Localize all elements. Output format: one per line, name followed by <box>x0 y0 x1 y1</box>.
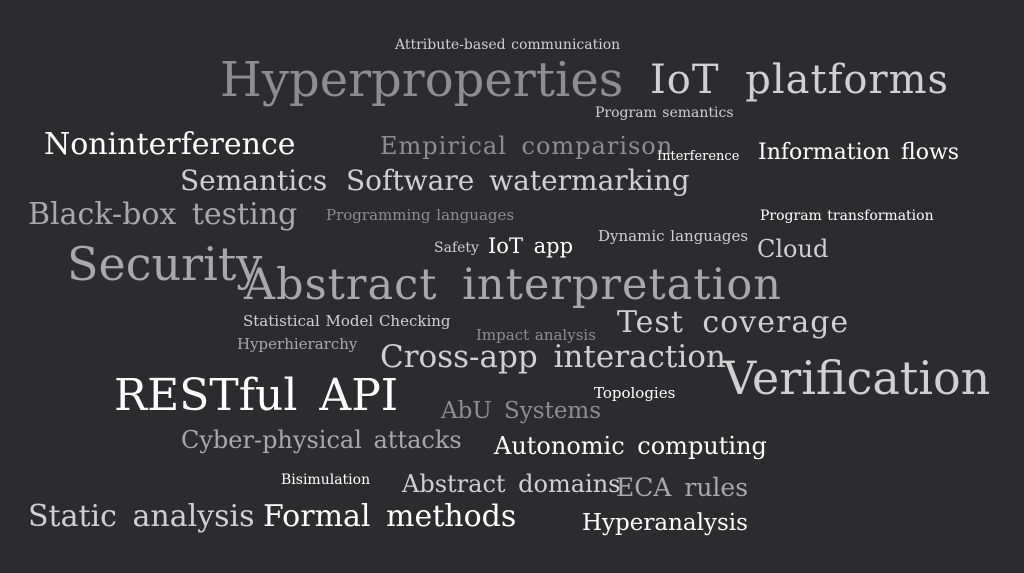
word-dynamic-languages: Dynamic languages <box>598 227 749 245</box>
word-abu-systems: AbU Systems <box>441 398 602 424</box>
word-impact-analysis: Impact analysis <box>476 326 596 344</box>
word-interference: Interference <box>657 149 740 164</box>
word-cloud: Cloud <box>757 235 829 263</box>
word-attribute-based-communication: Attribute-based communication <box>395 37 621 53</box>
word-abstract-interpretation: Abstract interpretation <box>244 260 782 310</box>
word-verification: Verification <box>723 351 991 405</box>
word-software-watermarking: Software watermarking <box>346 164 690 197</box>
word-abstract-domains: Abstract domains <box>402 470 621 498</box>
word-formal-methods: Formal methods <box>263 499 517 534</box>
word-autonomic-computing: Autonomic computing <box>494 432 767 460</box>
word-statistical-model-checking: Statistical Model Checking <box>243 312 451 330</box>
word-black-box-testing: Black-box testing <box>28 197 298 232</box>
word-programming-languages: Programming languages <box>326 206 515 224</box>
word-topologies: Topologies <box>594 384 676 402</box>
word-information-flows: Information flows <box>758 140 960 165</box>
word-cross-app-interaction: Cross-app interaction <box>380 339 726 375</box>
word-safety: Safety <box>434 240 479 256</box>
word-security: Security <box>67 237 263 291</box>
word-program-transformation: Program transformation <box>760 208 934 224</box>
word-hyperanalysis: Hyperanalysis <box>582 510 748 536</box>
word-semantics: Semantics <box>180 164 328 197</box>
word-restful-api: RESTful API <box>114 370 399 421</box>
word-hyperhierarchy: Hyperhierarchy <box>237 335 358 353</box>
word-cyber-physical-attacks: Cyber-physical attacks <box>181 426 462 454</box>
word-hyperproperties: Hyperproperties <box>220 52 624 108</box>
word-iot-app: IoT app <box>488 234 574 258</box>
word-static-analysis: Static analysis <box>28 499 255 534</box>
word-iot-platforms: IoT platforms <box>650 57 950 103</box>
word-noninterference: Noninterference <box>44 127 296 162</box>
word-bisimulation: Bisimulation <box>281 472 371 488</box>
word-eca-rules: ECA rules <box>616 473 749 502</box>
word-test-coverage: Test coverage <box>617 305 850 340</box>
word-program-semantics: Program semantics <box>595 105 734 121</box>
word-empirical-comparison: Empirical comparison <box>380 132 674 160</box>
